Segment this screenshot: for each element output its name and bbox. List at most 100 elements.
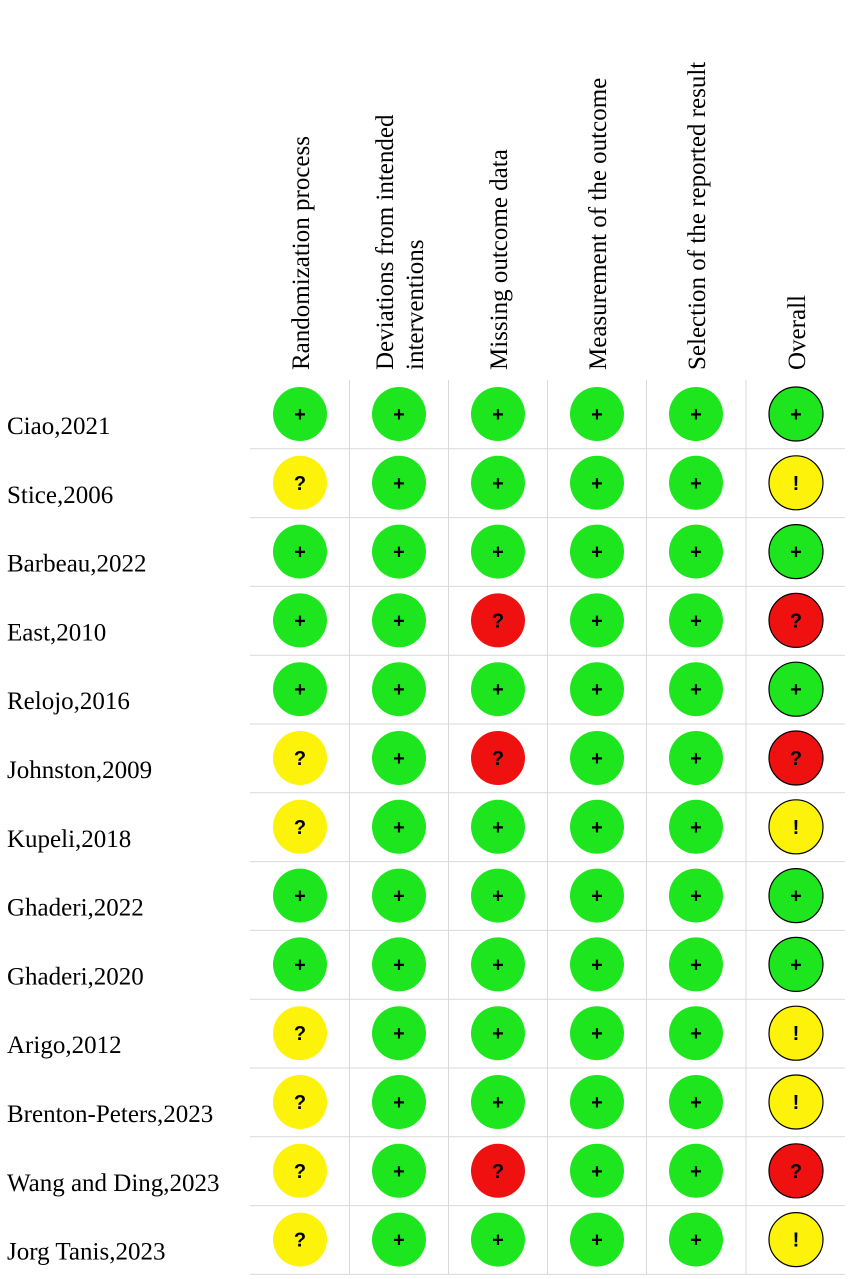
judgement-symbol: + [393,473,405,495]
judgement-circle [570,455,624,510]
judgement-dot: ? [471,593,525,648]
judgement-circle [768,1143,824,1199]
judgement-symbol: + [690,404,702,426]
judgement-circle [372,937,426,992]
judgement-circle [471,1006,525,1061]
judgement-dot: ! [768,1005,824,1061]
judgement-circle [669,455,723,510]
judgement-dots: + + + + + +? + + + + ! + + + + + + + +? + + ? + + + + + +? +? + +?? + + +… [273,386,824,1268]
judgement-dot: + [669,1075,723,1129]
study-label: Wang and Ding,2023 [7,1170,220,1197]
judgement-dot: + [669,1006,723,1061]
judgement-dot: + [669,731,723,785]
column-header: interventions [402,239,429,370]
judgement-circle [471,1212,525,1267]
study-label: Ghaderi,2020 [7,963,144,990]
judgement-circle [669,937,723,992]
judgement-circle [372,593,426,648]
judgement-circle [570,1212,624,1267]
judgement-symbol: + [690,886,702,908]
judgement-dot: + [669,524,723,579]
judgement-symbol: + [294,542,306,564]
judgement-circle [372,524,426,579]
judgement-symbol: + [591,1023,603,1045]
judgement-circle [273,1143,327,1198]
judgement-circle [570,593,624,648]
judgement-dot: + [768,936,824,993]
judgement-dot: ? [768,730,824,786]
judgement-circle [471,662,525,717]
judgement-dot: + [570,731,624,785]
judgement-circle [570,1143,624,1198]
judgement-symbol: + [393,404,405,426]
judgement-circle [768,1074,824,1130]
judgement-circle [273,1212,327,1267]
judgement-dot: + [669,455,723,510]
judgement-dot: + [570,937,624,992]
judgement-dot: + [372,1143,426,1198]
judgement-symbol: + [393,1092,405,1114]
judgement-symbol: + [591,954,603,976]
judgement-circle [570,868,624,923]
judgement-dot: ? [273,1006,327,1061]
judgement-symbol: + [591,679,603,701]
judgement-dot: + [471,1075,525,1129]
judgement-symbol: ? [492,1161,504,1183]
judgement-circle [669,1006,723,1061]
judgement-circle [471,387,525,441]
judgement-dot: ? [273,1075,327,1129]
grid-lines [250,380,845,1275]
judgement-circle [570,1006,624,1061]
judgement-symbol: + [790,679,802,701]
judgement-symbol: + [690,1023,702,1045]
judgement-circle [669,662,723,717]
judgement-dot: + [372,662,426,717]
judgement-dot: ? [768,1143,824,1199]
judgement-symbol: + [591,473,603,495]
judgement-dot: + [372,524,426,579]
judgement-dot: + [570,1006,624,1061]
judgement-symbol: ? [790,610,802,632]
judgement-dot: + [372,1212,426,1267]
judgement-dot: + [471,937,525,992]
judgement-dot: ? [273,799,327,854]
judgement-circle [372,799,426,854]
judgement-symbol: + [790,954,802,976]
judgement-circle [372,1143,426,1198]
judgement-circle [471,524,525,579]
judgement-circle [669,387,723,441]
judgement-symbol: + [393,748,405,770]
judgement-dot: + [570,868,624,923]
judgement-dot: + [471,455,525,510]
judgement-dot: + [372,1075,426,1129]
judgement-dot: + [570,662,624,717]
judgement-circle [471,731,525,785]
judgement-circle [768,455,824,511]
judgement-symbol: + [492,886,504,908]
judgement-symbol: + [690,817,702,839]
judgement-circle [669,868,723,923]
judgement-symbol: + [591,886,603,908]
judgement-dot: + [768,386,824,442]
judgement-symbol: + [690,1161,702,1183]
judgement-symbol: + [393,1161,405,1183]
judgement-symbol: + [492,1023,504,1045]
judgement-symbol: + [591,1092,603,1114]
judgement-symbol: ? [294,817,306,839]
judgement-dot: ! [768,1211,824,1268]
judgement-symbol: + [492,1230,504,1252]
column-header: Deviations from intended [372,114,399,370]
judgement-symbol: + [492,954,504,976]
judgement-circle [669,731,723,785]
judgement-symbol: + [492,404,504,426]
judgement-dot: + [471,1006,525,1061]
judgement-circle [669,799,723,854]
judgement-dot: + [570,455,624,510]
judgement-symbol: + [294,886,306,908]
judgement-circle [768,1211,824,1268]
study-label: Relojo,2016 [7,688,130,715]
column-headers: Randomization process Deviations from int… [288,62,811,370]
judgement-dot: ? [471,1143,525,1198]
judgement-dot: + [768,867,824,924]
judgement-symbol: + [690,1230,702,1252]
